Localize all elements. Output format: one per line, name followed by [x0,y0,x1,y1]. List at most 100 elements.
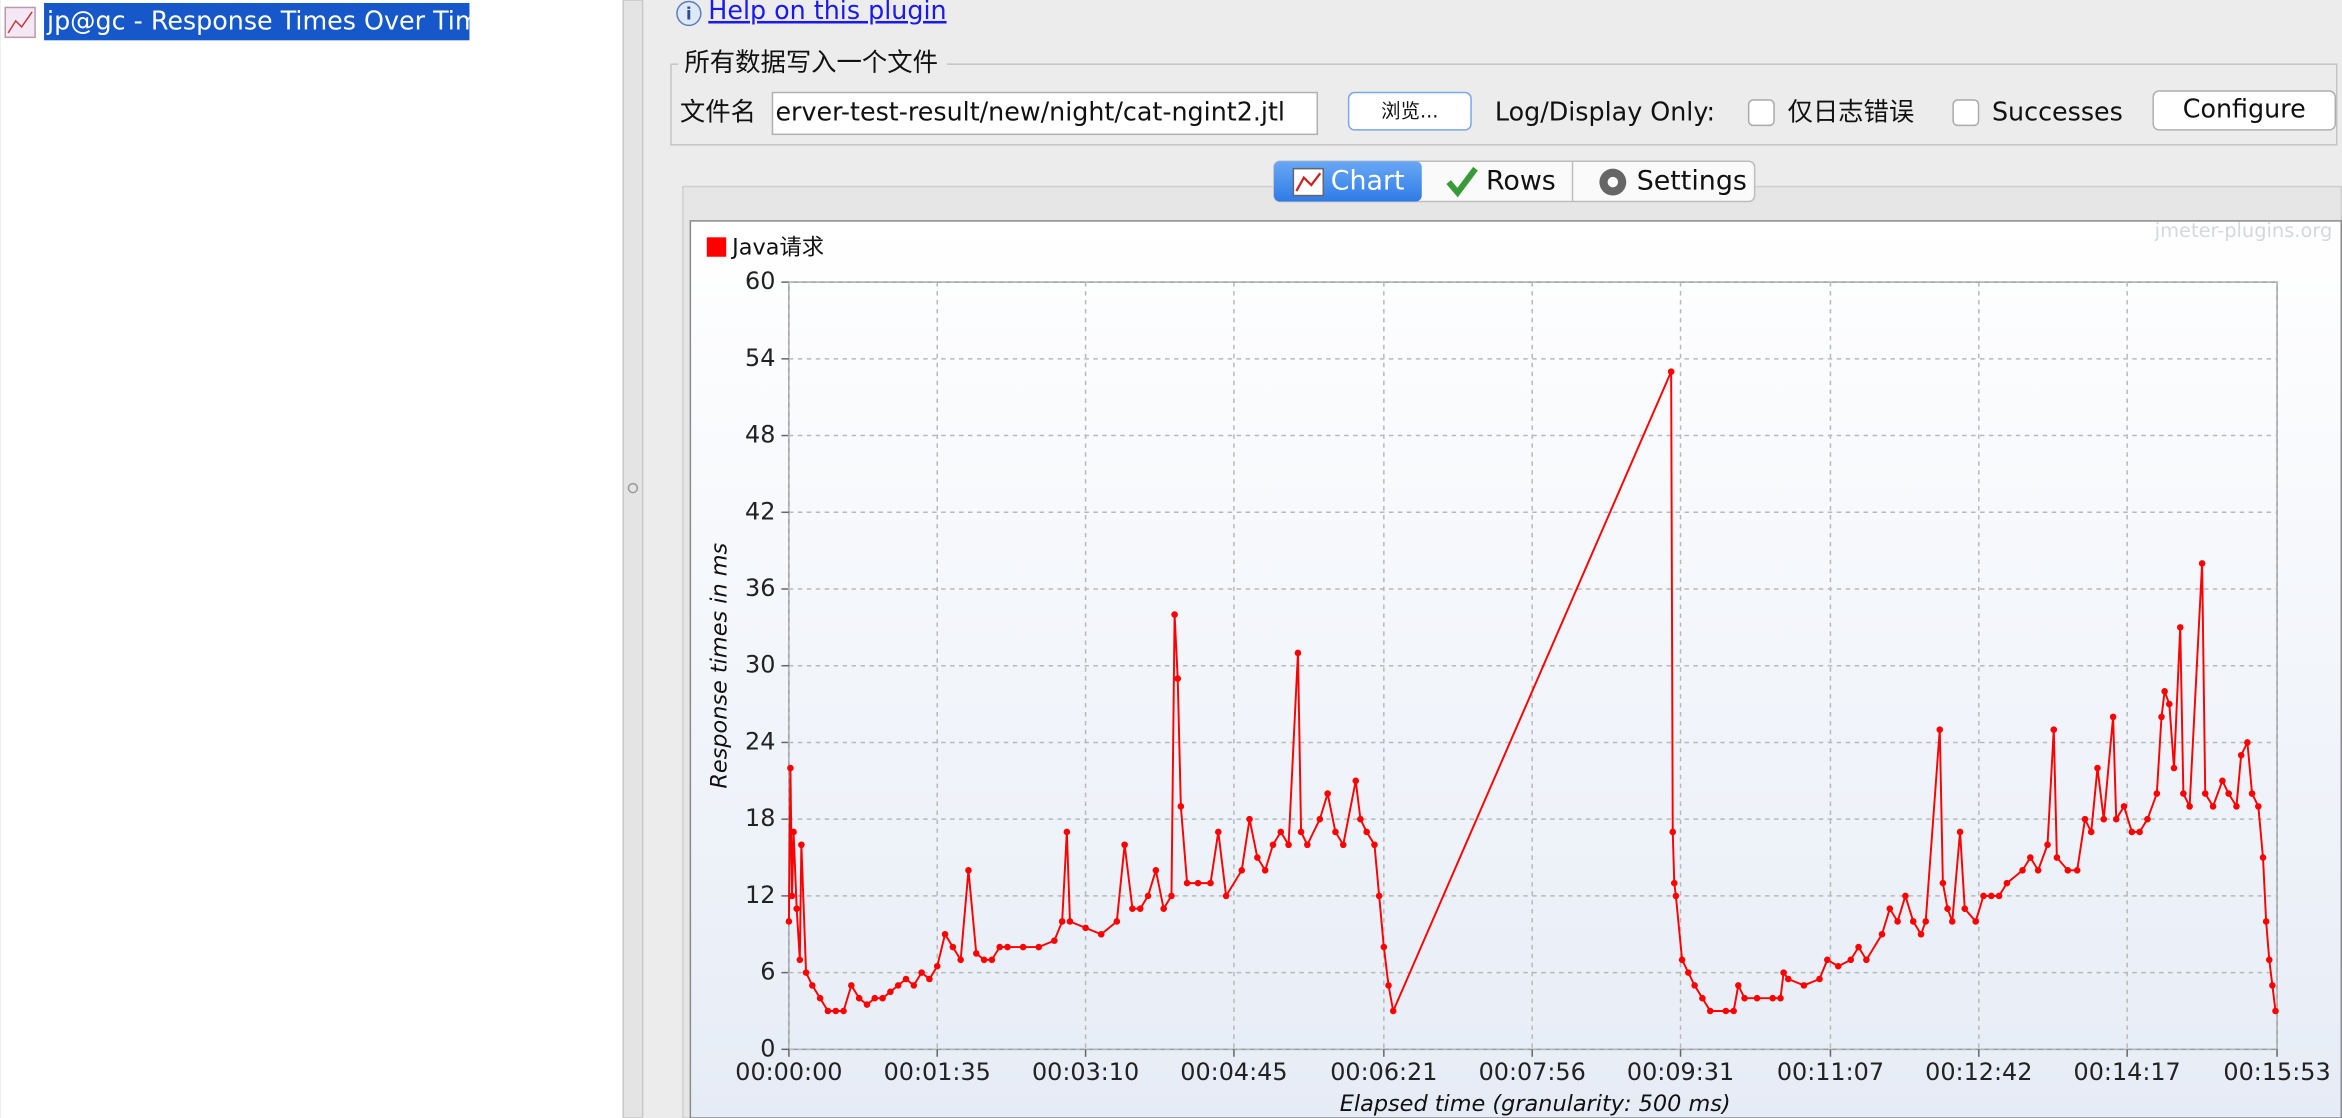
data-point [1741,994,1748,1002]
filename-input[interactable] [771,91,1319,136]
data-point [1936,726,1944,733]
data-point [2272,1007,2279,1015]
data-point [1215,828,1222,836]
x-tick-label: 00:09:31 [1627,1058,1734,1086]
tree-selection[interactable] [44,2,470,41]
data-point [871,994,879,1002]
configure-button[interactable] [2152,90,2337,131]
help-link[interactable]: Help on this plugin [708,0,946,25]
y-tick-label: 48 [745,421,775,449]
data-point [2087,828,2095,836]
x-tick-label: 00:03:10 [1032,1058,1139,1086]
data-point [1678,956,1686,964]
data-point [2248,790,2256,797]
y-tick-label: 42 [745,497,775,525]
splitter[interactable] [622,0,644,1118]
data-point [1066,918,1074,925]
tab-rows[interactable]: Rows [1486,166,1556,197]
data-point [1735,982,1742,989]
data-point [2081,815,2089,823]
configure-button-label[interactable]: Configure [2183,93,2306,123]
x-axis-label: Elapsed time (granularity: 500 ms) [1340,1091,1731,1117]
data-point [1261,867,1269,874]
data-point [1995,892,2003,900]
data-point [1238,867,1246,874]
x-tick-label: 00:04:45 [1180,1058,1287,1086]
data-point [1121,841,1128,849]
data-point [793,905,800,912]
y-tick-label: 18 [745,804,775,832]
tree-item[interactable]: jp@gc - Response Times Over Time [46,5,495,35]
data-point [1035,943,1043,951]
data-point [1363,828,1370,836]
data-point [1706,1007,1714,1015]
data-point [1691,982,1698,989]
data-point [2262,918,2270,925]
data-point [1685,969,1692,976]
browse-button[interactable] [1347,91,1472,131]
y-tick-label: 0 [760,1034,775,1062]
data-point [1669,828,1677,836]
data-point [1136,905,1144,912]
errors-checkbox[interactable] [1747,99,1775,127]
successes-checkbox[interactable] [1952,99,1980,127]
data-point [1902,892,1909,900]
rows-tab-icon [1446,166,1478,198]
data-point [2161,688,2168,695]
data-point [1144,892,1152,900]
data-point [1824,956,1831,964]
data-point [926,975,933,983]
data-point [879,994,886,1002]
settings-tab-icon [1599,168,1627,196]
data-point [1357,815,1364,823]
filename-value[interactable]: erver-test-result/new/night/cat-ngint2.j… [775,96,1285,126]
data-point [1222,892,1230,900]
tab-settings[interactable]: Settings [1637,166,1747,197]
data-point [809,982,816,989]
data-point [2201,790,2209,797]
data-point [2180,790,2187,797]
data-point [1174,675,1181,682]
data-point [2255,803,2262,810]
data-point [1294,649,1302,657]
data-point [933,962,941,970]
filename-label: 文件名 [680,96,756,126]
errors-checkbox-label[interactable]: 仅日志错误 [1787,96,1914,126]
data-point [918,969,925,976]
x-tick-label: 00:06:21 [1330,1058,1437,1086]
data-point [1672,892,1680,900]
data-point [798,841,805,849]
data-point [1667,368,1675,375]
data-point [2176,624,2184,631]
data-point [2112,815,2120,823]
y-tick-label: 24 [745,727,775,755]
data-point [1780,969,1787,976]
x-tick-label: 00:07:56 [1479,1058,1586,1086]
data-point [1004,943,1011,951]
data-point [2073,867,2081,874]
data-point [1980,892,1987,900]
data-point [1324,790,1331,797]
data-point [1988,892,1995,900]
data-point [1332,828,1339,836]
data-point [1277,828,1285,836]
data-point [2225,790,2232,797]
tree-icon [4,6,36,39]
watermark: jmeter-plugins.org [2154,219,2333,242]
data-point [1894,918,1901,925]
data-point [2269,982,2276,989]
data-point [2244,739,2251,746]
successes-checkbox-label[interactable]: Successes [1992,96,2123,126]
data-point [1816,975,1823,983]
data-point [1183,879,1191,887]
data-point [790,828,797,836]
browse-button-label[interactable]: 浏览... [1381,99,1438,122]
file-group-border [670,63,2338,146]
data-point [949,943,957,951]
data-point [2044,841,2051,849]
tab-chart[interactable]: Chart [1331,166,1405,197]
data-point [1769,994,1776,1002]
file-group-title: 所有数据写入一个文件 [684,47,938,77]
data-point [1207,879,1214,887]
